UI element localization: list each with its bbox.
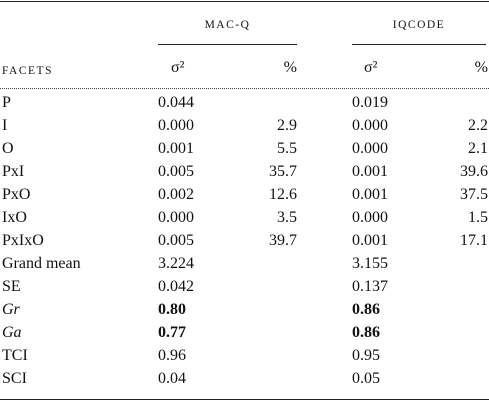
facet-label: SCI	[2, 370, 27, 387]
variance: 0.044	[158, 94, 194, 111]
column-header: σ²	[171, 59, 185, 76]
column-header: %	[474, 59, 488, 76]
percent: 37.5	[460, 186, 488, 203]
facet-label: O	[2, 140, 14, 157]
variance: 0.005	[158, 163, 194, 180]
variance: 0.000	[352, 117, 388, 134]
variance: 0.001	[352, 232, 388, 249]
facet-label: P	[2, 94, 11, 111]
column-header: σ²	[364, 59, 378, 76]
variance: 0.000	[352, 140, 388, 157]
variance: 0.86	[352, 301, 380, 318]
header-separator	[0, 88, 489, 89]
variance: 0.05	[352, 370, 380, 387]
variance: 0.019	[352, 94, 388, 111]
facet-label: PxIxO	[2, 232, 44, 249]
percent: 17.1	[460, 232, 488, 249]
variance: 0.137	[352, 278, 388, 295]
group-rule	[352, 44, 486, 45]
percent: 1.5	[468, 209, 488, 226]
variance: 0.042	[158, 278, 194, 295]
variance: 0.80	[158, 301, 186, 318]
facet-label: PxO	[2, 186, 31, 203]
column-header: %	[283, 59, 297, 76]
variance: 3.155	[352, 255, 388, 272]
variance: 0.001	[352, 186, 388, 203]
variance: 0.86	[352, 324, 380, 341]
percent: 35.7	[269, 163, 297, 180]
variance: 0.001	[352, 163, 388, 180]
variance: 0.96	[158, 347, 186, 364]
facet-label: Ga	[2, 324, 22, 341]
facet-label: IxO	[2, 209, 27, 226]
group-header: IQCODE	[392, 19, 446, 31]
percent: 39.6	[460, 163, 488, 180]
facet-label: SE	[2, 278, 21, 295]
percent: 5.5	[277, 140, 297, 157]
facet-label: I	[2, 117, 8, 134]
variance: 0.002	[158, 186, 194, 203]
facet-label: Grand mean	[2, 255, 81, 272]
facet-label: TCI	[2, 347, 28, 364]
variance: 3.224	[158, 255, 194, 272]
variance: 0.95	[352, 347, 380, 364]
variance: 0.77	[158, 324, 186, 341]
variance: 0.005	[158, 232, 194, 249]
percent: 39.7	[269, 232, 297, 249]
top-rule	[0, 1, 489, 2]
variance: 0.04	[158, 370, 186, 387]
group-header: MAC-Q	[204, 19, 251, 31]
facet-label: PxI	[2, 163, 25, 180]
variance: 0.001	[158, 140, 194, 157]
percent: 3.5	[277, 209, 297, 226]
variance: 0.000	[158, 209, 194, 226]
percent: 2.2	[468, 117, 488, 134]
bottom-rule	[0, 399, 489, 400]
variance: 0.000	[352, 209, 388, 226]
variance: 0.000	[158, 117, 194, 134]
percent: 12.6	[269, 186, 297, 203]
facet-label: Gr	[2, 301, 20, 318]
percent: 2.1	[468, 140, 488, 157]
percent: 2.9	[277, 117, 297, 134]
column-header: FACETS	[2, 65, 53, 77]
group-rule	[158, 44, 297, 45]
